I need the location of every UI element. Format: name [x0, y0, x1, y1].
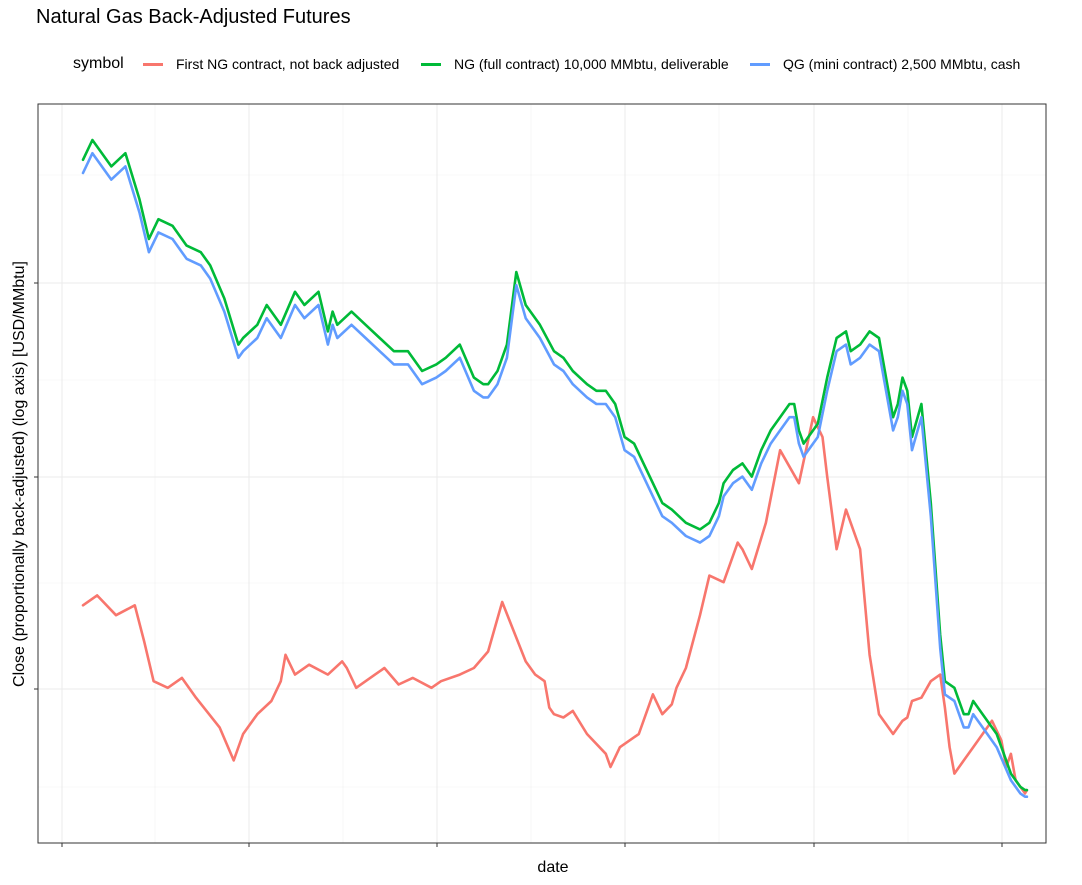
legend-key-first-ng: [143, 63, 163, 66]
series-line-qg-mini: [81, 151, 1029, 799]
x-axis-label: date: [537, 859, 568, 876]
chart-title: Natural Gas Back-Adjusted Futures: [36, 6, 351, 28]
legend-key-ng-full: [421, 63, 441, 66]
legend-label-ng-full: NG (full contract) 10,000 MMbtu, deliver…: [454, 56, 729, 72]
legend-label-first-ng: First NG contract, not back adjusted: [176, 56, 400, 72]
axis-ticks: [34, 282, 1003, 847]
legend: symbol First NG contract, not back adjus…: [0, 52, 1082, 76]
legend-key-qg-mini: [750, 63, 770, 66]
legend-title: symbol: [73, 55, 124, 72]
series-line-first-ng: [81, 415, 1029, 795]
series-group: [81, 138, 1029, 799]
plot-panel-border: [37, 103, 1047, 844]
grid: [38, 104, 1046, 843]
y-axis-label: Close (proportionally back-adjusted) (lo…: [11, 261, 28, 687]
legend-label-qg-mini: QG (mini contract) 2,500 MMbtu, cash: [783, 56, 1021, 72]
series-line-ng-full: [81, 138, 1029, 792]
